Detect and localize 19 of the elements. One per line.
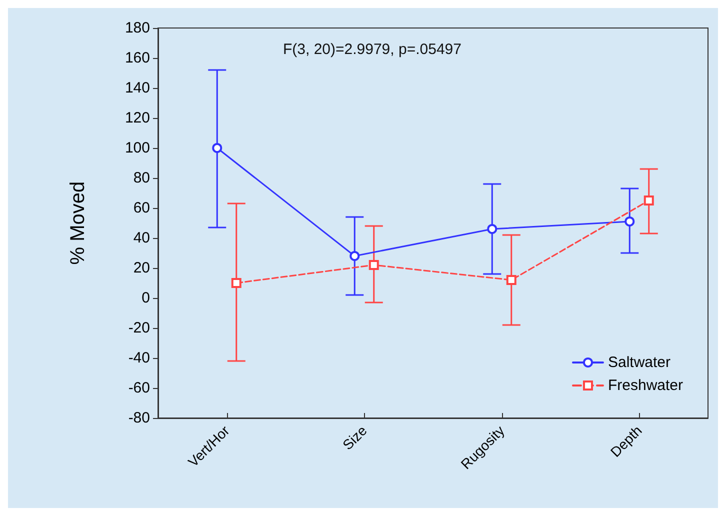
y-tick-label: -80 <box>128 410 150 426</box>
y-tick-label: 40 <box>133 230 150 246</box>
y-tick-label: -60 <box>128 380 150 396</box>
x-tick-label: Size <box>339 422 370 453</box>
y-tick-label: -40 <box>128 350 150 366</box>
y-tick-label: 60 <box>133 200 150 216</box>
y-tick-label: -20 <box>128 320 150 336</box>
y-tick-label: 0 <box>142 290 150 306</box>
y-tick-label: 100 <box>124 140 150 156</box>
y-tick-label: 160 <box>124 50 150 66</box>
annotation: F(3, 20)=2.9979, p=.05497 <box>283 41 462 58</box>
y-tick-label: 80 <box>133 170 150 186</box>
legend-label: Saltwater <box>608 354 671 371</box>
y-axis-title: % Moved <box>67 181 89 265</box>
y-tick-label: 20 <box>133 260 150 276</box>
y-tick-label: 180 <box>124 20 150 36</box>
legend-label: Freshwater <box>608 377 684 394</box>
y-tick-label: 140 <box>124 80 150 96</box>
y-tick-label: 120 <box>124 110 150 126</box>
